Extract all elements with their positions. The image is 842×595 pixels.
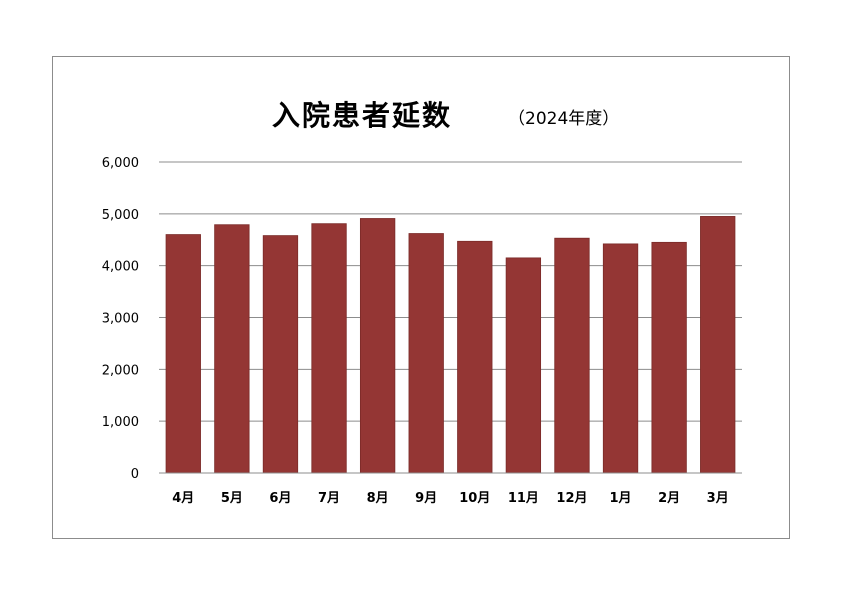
bar-4月 [165, 234, 201, 474]
ytick-label: 3,000 [102, 312, 139, 327]
ytick-label: 0 [131, 467, 139, 482]
bar-10月 [457, 240, 493, 474]
xtick-label: 12月 [556, 491, 587, 506]
ytick-label: 2,000 [102, 363, 139, 378]
chart-title: 入院患者延数 [272, 99, 453, 132]
bar-5月 [214, 224, 250, 474]
xtick-label: 3月 [707, 491, 729, 506]
xtick-label: 5月 [221, 491, 243, 506]
xtick-label: 7月 [318, 491, 340, 506]
bar-1月 [602, 243, 639, 474]
xtick-label: 11月 [508, 491, 539, 506]
ytick-label: 4,000 [102, 260, 139, 275]
xtick-label: 2月 [658, 491, 680, 506]
xtick-label: 4月 [172, 491, 194, 506]
xtick-label: 10月 [459, 491, 490, 506]
xtick-label: 6月 [269, 491, 291, 506]
bar-8月 [359, 218, 396, 474]
bar-7月 [311, 223, 347, 474]
chart-subtitle: （2024年度） [508, 109, 620, 129]
xtick-label: 8月 [367, 491, 389, 506]
bar-6月 [262, 235, 299, 474]
xtick-label: 1月 [610, 491, 632, 506]
bar-11月 [505, 257, 542, 474]
ytick-label: 5,000 [102, 208, 139, 223]
bar-9月 [408, 233, 444, 474]
bar-3月 [700, 216, 736, 474]
ytick-label: 6,000 [102, 156, 139, 171]
bar-2月 [651, 241, 687, 474]
ytick-label: 1,000 [102, 415, 139, 430]
bar-12月 [554, 237, 590, 474]
chart-title-row: 入院患者延数 （2024年度） [0, 94, 842, 134]
xtick-label: 9月 [415, 491, 437, 506]
